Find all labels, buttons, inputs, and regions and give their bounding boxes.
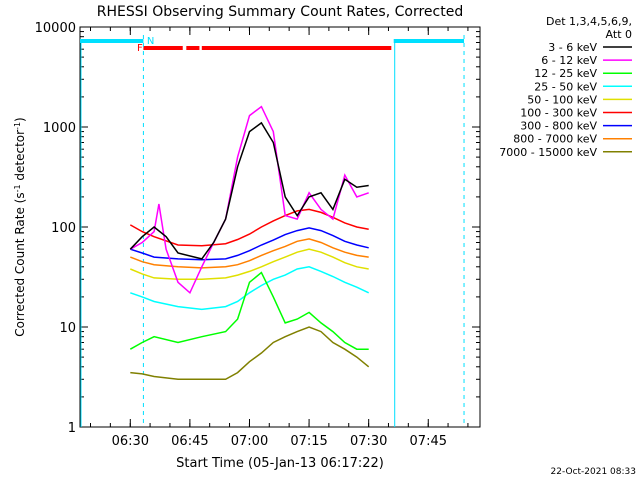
legend-entry-label: 300 - 800 keV [520,120,597,133]
legend-entry-label: 50 - 100 keV [527,93,597,106]
y-tick-label: 10000 [35,21,76,36]
x-tick-label: 06:45 [171,434,208,449]
y-tick-label: 1000 [43,121,76,136]
x-axis-label: Start Time (05-Jan-13 06:17:22) [176,456,384,471]
legend-entry-label: 7000 - 15000 keV [499,146,597,159]
chart-title: RHESSI Observing Summary Count Rates, Co… [97,4,463,20]
series-line-300-800-kev [130,227,369,261]
series-line-800-7000-kev [130,238,369,269]
y-tick-label: 10 [59,321,76,336]
x-tick-label: 06:30 [112,434,149,449]
y-tick-label: 100 [51,221,76,236]
legend-entry-label: 800 - 7000 keV [513,133,597,146]
y-axis-label: Corrected Count Rate (s-1 detector-1) [13,117,28,336]
series-line-50-100-kev [130,248,369,281]
plot-frame [79,26,481,428]
legend-entry-label: 25 - 50 keV [534,80,597,93]
y-axis-ticks: 1 10 100 1000 10000 [35,21,480,436]
y-axis-label-mid: detector [13,130,27,185]
legend-entry-label: 100 - 300 keV [520,107,597,120]
x-tick-label: 07:15 [290,434,327,449]
y-axis-label-main: Corrected Count Rate (s [13,192,27,336]
legend-header-line: Det 1,3,4,5,6,9, [546,15,632,28]
series-line-7000-15000-kev [130,326,370,381]
y-axis-label-sup2: -1 [13,122,22,130]
y-axis-label-end: ) [13,117,27,122]
y-axis-label-sup1: -1 [13,184,22,192]
night-flag-label: N [147,36,154,47]
y-tick-label: 1 [68,421,76,436]
legend-entry-label: 6 - 12 keV [541,54,597,67]
series-line-3-6-kev [129,121,369,260]
x-tick-label: 07:30 [350,434,387,449]
series-line-12-25-kev [129,271,369,350]
legend-header-line: Att 0 [606,28,632,41]
x-tick-label: 07:00 [231,434,268,449]
x-axis-ticks: 06:30 06:45 07:00 07:15 07:30 07:45 [89,27,469,449]
flare-flag-label: F [137,43,143,54]
x-tick-label: 07:45 [410,434,447,449]
legend-entry-label: 12 - 25 keV [534,67,597,80]
series-lines [129,105,370,381]
series-line-6-12-kev [129,105,369,295]
legend-entry-label: 3 - 6 keV [548,41,597,54]
attenuator-overlays: FN [80,35,465,427]
series-line-100-300-kev [129,208,369,247]
footer-timestamp: 22-Oct-2021 08:33 [551,467,636,477]
series-line-25-50-kev [130,266,370,311]
